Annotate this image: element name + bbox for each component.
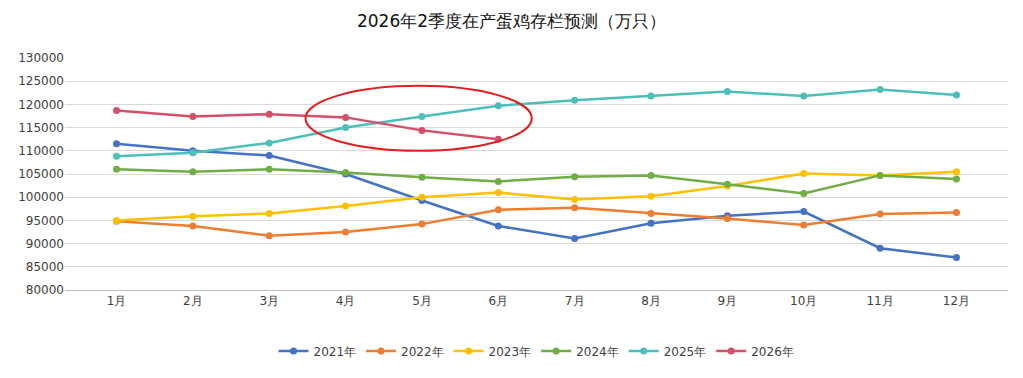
svg-text:3月: 3月	[259, 294, 279, 308]
svg-text:2025年: 2025年	[664, 345, 707, 359]
svg-text:4月: 4月	[336, 294, 356, 308]
svg-text:6月: 6月	[488, 294, 508, 308]
svg-text:125000: 125000	[18, 74, 64, 88]
svg-text:2026年2季度在产蛋鸡存栏预测（万只）: 2026年2季度在产蛋鸡存栏预测（万只）	[357, 11, 666, 31]
svg-text:2024年: 2024年	[576, 345, 619, 359]
svg-text:2月: 2月	[183, 294, 203, 308]
svg-text:11月: 11月	[866, 294, 893, 308]
svg-text:2021年: 2021年	[314, 345, 357, 359]
svg-text:90000: 90000	[26, 237, 64, 251]
svg-text:100000: 100000	[18, 190, 64, 204]
svg-text:9月: 9月	[718, 294, 738, 308]
svg-text:110000: 110000	[18, 144, 64, 158]
svg-text:130000: 130000	[18, 51, 64, 65]
svg-text:10月: 10月	[790, 294, 817, 308]
svg-text:105000: 105000	[18, 167, 64, 181]
svg-text:2026年: 2026年	[751, 345, 794, 359]
svg-text:115000: 115000	[18, 121, 64, 135]
svg-text:1月: 1月	[107, 294, 127, 308]
svg-text:80000: 80000	[26, 283, 64, 297]
svg-text:8月: 8月	[641, 294, 661, 308]
svg-text:2022年: 2022年	[401, 345, 444, 359]
svg-text:5月: 5月	[412, 294, 432, 308]
svg-text:120000: 120000	[18, 98, 64, 112]
svg-text:85000: 85000	[26, 260, 64, 274]
svg-text:12月: 12月	[943, 294, 970, 308]
svg-text:2023年: 2023年	[489, 345, 532, 359]
svg-text:7月: 7月	[565, 294, 585, 308]
svg-text:95000: 95000	[26, 214, 64, 228]
